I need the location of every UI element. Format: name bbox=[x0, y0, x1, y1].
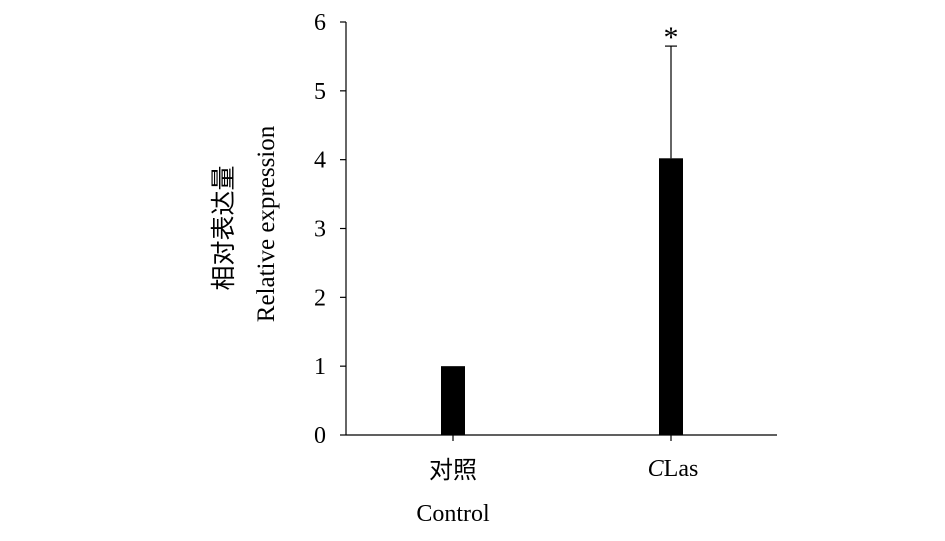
x-axis bbox=[346, 434, 777, 441]
x-category-label-clas-prefix: C bbox=[648, 456, 665, 482]
x-category-label-clas-suffix: Las bbox=[664, 456, 699, 482]
x-category-label-clas: CLas bbox=[648, 456, 699, 482]
y-axis-label-chinese: 相对表达量 bbox=[210, 165, 238, 290]
significance-marker: * bbox=[664, 21, 679, 54]
y-tick-label: 1 bbox=[314, 354, 326, 380]
y-tick-label: 3 bbox=[314, 217, 326, 243]
y-axis-label-english: Relative expression bbox=[253, 125, 280, 322]
error-bars bbox=[665, 45, 677, 159]
annotations: * bbox=[664, 21, 679, 54]
y-tick-label: 2 bbox=[314, 285, 326, 311]
y-tick-label: 6 bbox=[314, 10, 326, 36]
y-axis: 0 1 2 3 4 5 6 bbox=[314, 10, 347, 449]
bars bbox=[441, 158, 683, 436]
bar bbox=[659, 158, 683, 436]
y-tick-label: 4 bbox=[314, 148, 326, 174]
x-category-label-control-english: Control bbox=[416, 501, 490, 527]
y-tick-label: 0 bbox=[314, 423, 326, 449]
y-tick-label: 5 bbox=[314, 79, 326, 105]
bar bbox=[441, 366, 465, 435]
x-category-label-control-chinese: 对照 bbox=[429, 457, 477, 484]
